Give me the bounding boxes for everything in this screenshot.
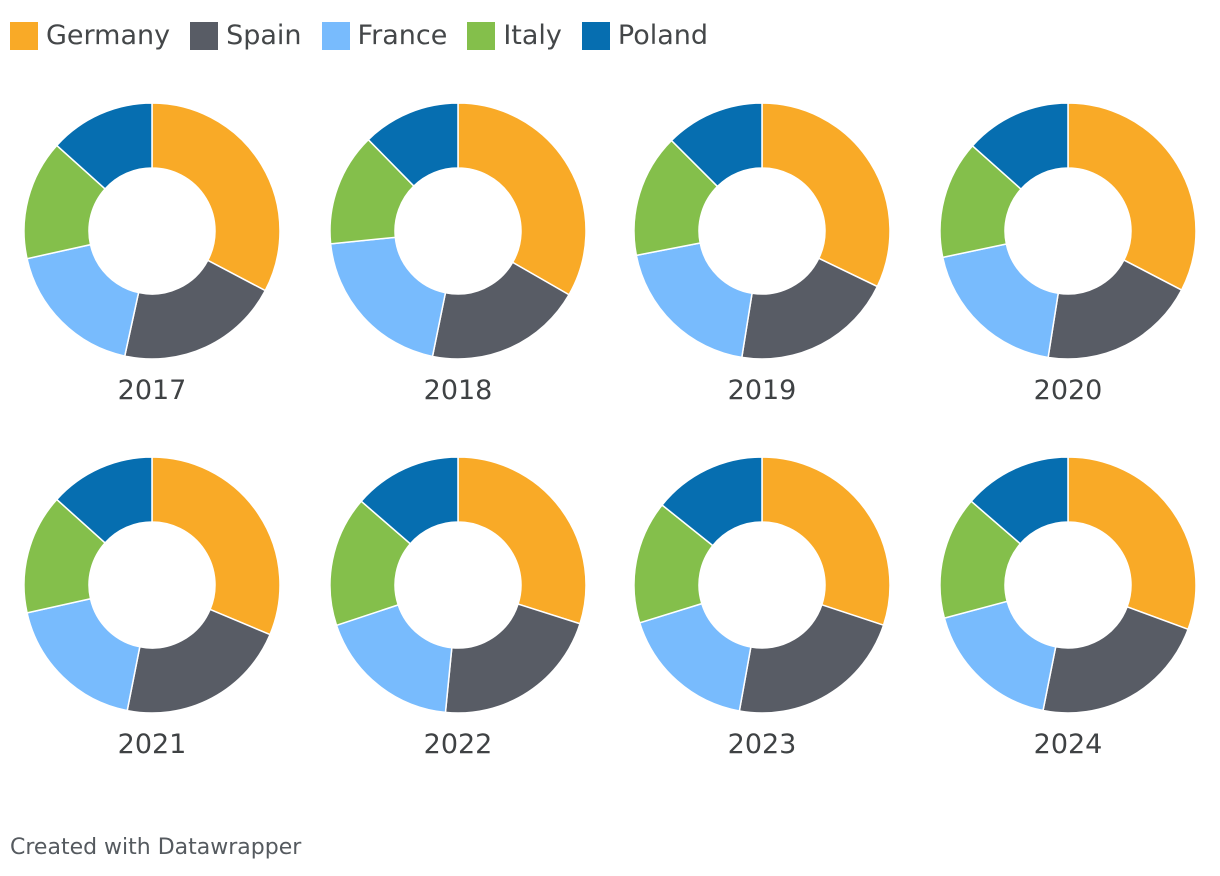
slice-2023-spain[interactable]: [738, 603, 885, 714]
slice-2021-germany[interactable]: [151, 456, 281, 636]
slice-2021-france[interactable]: [26, 597, 141, 712]
legend-swatch-italy: [467, 22, 496, 50]
year-label-2024: 2024: [1034, 729, 1103, 760]
legend-label-poland: Poland: [617, 20, 709, 51]
slice-2024-france[interactable]: [943, 600, 1057, 712]
slice-2023-germany[interactable]: [761, 456, 891, 627]
slice-2022-poland[interactable]: [360, 456, 459, 545]
legend-swatch-france: [321, 22, 350, 50]
legend-item-spain: Spain: [190, 18, 302, 54]
donut-2021: 2021: [23, 456, 281, 760]
legend-item-italy: Italy: [467, 18, 562, 54]
slice-2017-spain[interactable]: [123, 259, 267, 360]
year-label-2023: 2023: [728, 729, 797, 760]
slice-2022-spain[interactable]: [444, 603, 581, 714]
slice-2020-france[interactable]: [941, 243, 1060, 359]
slice-2019-poland[interactable]: [670, 102, 763, 188]
slice-2023-france[interactable]: [638, 602, 752, 712]
slice-2017-france[interactable]: [26, 243, 140, 357]
slice-2022-germany[interactable]: [457, 456, 587, 625]
slice-2024-poland[interactable]: [970, 456, 1069, 545]
slice-2022-france[interactable]: [335, 603, 453, 714]
slice-2019-france[interactable]: [635, 242, 753, 359]
donut-2022: 2022: [329, 456, 587, 760]
year-label-2018: 2018: [424, 375, 493, 406]
slice-2019-spain[interactable]: [740, 257, 879, 360]
slice-2017-poland[interactable]: [55, 102, 153, 190]
legend-item-germany: Germany: [10, 18, 170, 54]
slice-2020-germany[interactable]: [1067, 102, 1197, 292]
legend-label-france: France: [357, 20, 448, 51]
legend-label-spain: Spain: [226, 20, 302, 51]
slice-2021-poland[interactable]: [55, 456, 153, 544]
slice-2018-spain[interactable]: [431, 261, 571, 360]
year-label-2022: 2022: [424, 729, 493, 760]
donut-2024: 2024: [939, 456, 1197, 760]
donut-2019: 2019: [633, 102, 891, 406]
donut-2017: 2017: [23, 102, 281, 406]
slice-2023-poland[interactable]: [661, 456, 763, 547]
legend-item-france: France: [321, 18, 448, 54]
slice-2018-germany[interactable]: [457, 102, 587, 296]
slice-2018-france[interactable]: [329, 236, 447, 358]
slice-2024-spain[interactable]: [1042, 605, 1190, 714]
datawrapper-credit[interactable]: Created with Datawrapper: [10, 835, 302, 860]
legend-label-germany: Germany: [46, 20, 171, 51]
donut-2020: 2020: [939, 102, 1197, 406]
legend-swatch-germany: [10, 22, 38, 50]
slice-2021-spain[interactable]: [126, 608, 271, 714]
legend-swatch-poland: [581, 22, 610, 50]
donut-2023: 2023: [633, 456, 891, 760]
year-label-2020: 2020: [1034, 375, 1103, 406]
donut-2018: 2018: [329, 102, 587, 406]
legend-swatch-spain: [190, 22, 219, 50]
slice-2020-poland[interactable]: [971, 102, 1069, 191]
slice-2024-germany[interactable]: [1067, 456, 1197, 631]
year-label-2021: 2021: [118, 729, 187, 760]
legend: Germany Spain France Italy Poland: [10, 18, 728, 54]
legend-item-poland: Poland: [581, 18, 709, 54]
slice-2018-poland[interactable]: [367, 102, 459, 188]
slice-2022-italy[interactable]: [329, 500, 412, 627]
slice-2020-spain[interactable]: [1047, 259, 1183, 360]
legend-label-italy: Italy: [503, 20, 562, 51]
year-label-2019: 2019: [728, 375, 797, 406]
slice-2017-germany[interactable]: [151, 102, 281, 292]
slice-2019-germany[interactable]: [761, 102, 891, 288]
year-label-2017: 2017: [118, 375, 187, 406]
